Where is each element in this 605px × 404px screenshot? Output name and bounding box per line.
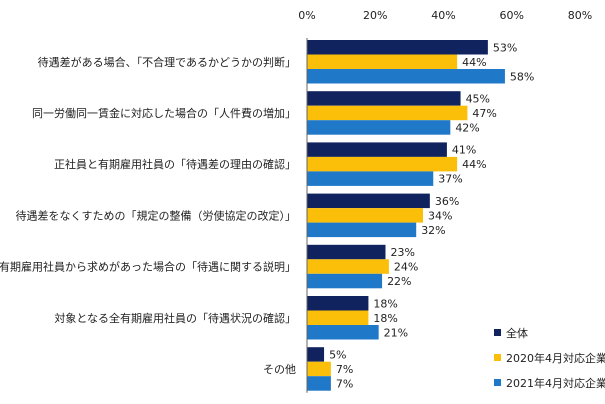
legend-label: 2020年4月対応企業 [506,351,605,365]
bar [307,69,505,84]
bar [307,222,417,238]
bar [307,310,369,325]
data-label: 7% [336,377,353,390]
bar [307,376,331,391]
legend-swatch [494,354,501,361]
category-labels: 待遇差がある場合、「不合理であるかどうかの判断」同一労働同一賃金に対応した場合の… [0,55,296,376]
data-label: 7% [336,363,353,376]
data-label: 21% [384,326,408,339]
category-label: 有期雇用社員から求めがあった場合の「待遇に関する説明」 [0,260,296,274]
x-tick-label: 60% [500,9,524,22]
data-label: 37% [438,173,462,186]
bar [307,273,383,289]
category-label: 待遇差がある場合、「不合理であるかどうかの判断」 [38,55,296,69]
legend-label: 2021年4月対応企業 [506,376,605,390]
x-tick-label: 80% [568,9,592,22]
bar [307,54,458,69]
category-label: 対象となる全有期雇用社員の「待遇状況の確認」 [54,311,296,325]
data-label: 22% [387,275,411,288]
category-label: その他 [263,363,296,376]
bar [307,120,451,135]
category-label: 同一労働同一賃金に対応した場合の「人件費の増加」 [32,106,296,120]
data-label: 44% [462,56,486,69]
bar [307,91,461,106]
legend-swatch [494,379,501,386]
data-label: 42% [455,121,479,134]
data-label: 36% [435,195,459,208]
data-label: 45% [466,92,490,105]
bar [307,347,325,362]
x-axis-ticks: 0% 20% 40% 60% 80% [298,9,592,22]
bar [307,296,369,311]
bar [307,193,430,209]
data-label: 32% [421,224,445,237]
bar [307,40,488,55]
data-label: 58% [510,70,534,83]
data-label: 44% [462,158,486,171]
bar [307,171,434,186]
x-tick-label: 0% [298,9,315,22]
data-label: 5% [329,348,346,361]
bar [307,244,386,260]
bar [307,259,389,274]
category-label: 正社員と有期雇用社員の「待遇差の理由の確認」 [54,157,296,171]
data-label: 41% [452,144,476,157]
data-label: 47% [472,107,496,120]
bar [307,325,379,340]
category-label: 待遇差をなくすための「規定の整備（労使協定の改定）」 [16,208,297,222]
bar [307,142,447,157]
x-tick-label: 40% [431,9,455,22]
data-label: 18% [373,312,397,325]
x-tick-label: 20% [363,9,387,22]
data-label: 34% [428,209,452,222]
legend-label: 全体 [506,326,528,340]
bars: 53%44%58%45%47%42%41%44%37%36%34%32%23%2… [307,40,534,391]
bar [307,361,331,377]
data-label: 23% [390,246,414,259]
legend: 全体 2020年4月対応企業 2021年4月対応企業 [494,326,605,390]
bar [307,208,424,223]
legend-swatch [494,329,501,336]
data-label: 53% [493,41,517,54]
bar [307,105,468,121]
bar [307,156,458,172]
data-label: 24% [394,261,418,274]
data-label: 18% [373,297,397,310]
